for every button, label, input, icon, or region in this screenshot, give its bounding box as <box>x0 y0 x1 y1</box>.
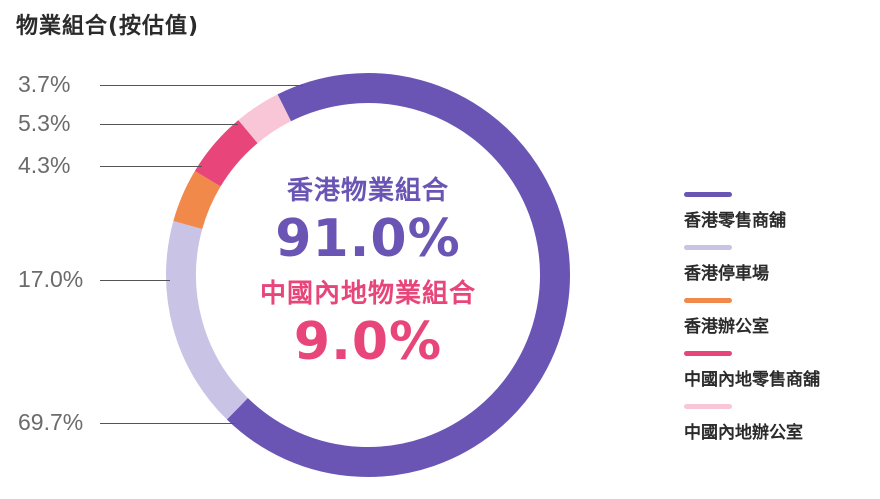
legend-label: 中國內地辦公室 <box>684 423 803 443</box>
legend-item-hk-carpark: 香港停車場 <box>684 245 820 298</box>
legend-swatch <box>684 298 732 303</box>
cn-portfolio-percent: 9.0% <box>293 312 443 372</box>
legend-swatch <box>684 245 732 250</box>
hk-portfolio-title: 香港物業組合 <box>286 176 449 206</box>
slice-hk-carpark <box>166 220 249 420</box>
leader-line-cn-retail <box>100 124 238 125</box>
leader-line-hk-carpark <box>100 280 171 281</box>
slice-hk-retail <box>226 73 570 477</box>
slice-label-cn-retail: 5.3% <box>18 110 71 136</box>
legend-item-hk-retail: 香港零售商舖 <box>684 192 820 245</box>
legend-label: 香港零售商舖 <box>684 211 786 231</box>
legend-label: 香港辦公室 <box>684 317 769 337</box>
slice-label-cn-office: 3.7% <box>18 71 71 97</box>
legend-item-hk-office: 香港辦公室 <box>684 298 820 351</box>
leader-line-hk-retail <box>100 423 235 424</box>
slice-hk-office <box>173 170 221 230</box>
center-summary: 香港物業組合 91.0% 中國內地物業組合 9.0% <box>238 170 498 372</box>
legend: 香港零售商舖 香港停車場香港辦公室中國內地零售商舖 中國內地辦公室 <box>684 192 820 457</box>
leader-line-cn-office <box>100 85 304 86</box>
legend-label: 香港停車場 <box>684 264 769 284</box>
slice-label-hk-carpark: 17.0% <box>18 266 84 292</box>
legend-swatch <box>684 192 732 197</box>
legend-label: 中國內地零售商舖 <box>684 370 820 390</box>
slice-label-hk-retail: 69.7% <box>18 409 84 435</box>
legend-item-cn-office: 中國內地辦公室 <box>684 404 820 457</box>
slice-cn-office <box>238 94 292 144</box>
legend-item-cn-retail: 中國內地零售商舖 <box>684 351 820 404</box>
hk-portfolio-percent: 91.0% <box>275 209 461 269</box>
slice-label-hk-office: 4.3% <box>18 152 71 178</box>
slice-cn-retail <box>194 120 258 187</box>
leader-line-hk-office <box>100 166 202 167</box>
legend-swatch <box>684 351 732 356</box>
legend-swatch <box>684 404 732 409</box>
cn-portfolio-title: 中國內地物業組合 <box>259 279 476 309</box>
chart-title: 物業組合(按估值) <box>16 14 200 39</box>
